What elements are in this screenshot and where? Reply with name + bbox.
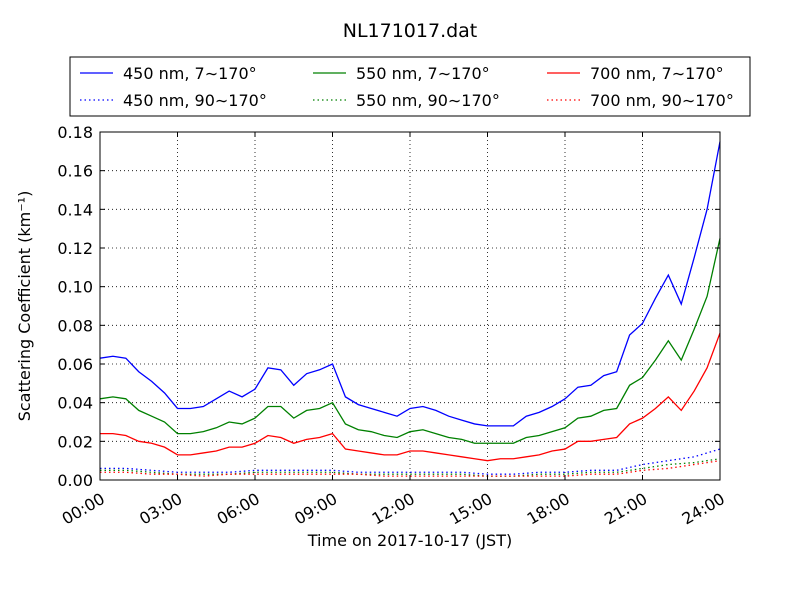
legend-label-1: 450 nm, 7∼170° xyxy=(123,64,257,83)
y-tick-label: 0.12 xyxy=(57,239,93,258)
series-line-1 xyxy=(99,141,721,427)
y-tick-label: 0.04 xyxy=(57,394,93,413)
legend-label-3: 550 nm, 7∼170° xyxy=(356,64,490,83)
plot-area xyxy=(99,141,721,477)
y-tick-label: 0.08 xyxy=(57,316,93,335)
grid xyxy=(99,131,721,481)
series-line-5 xyxy=(100,332,721,462)
y-tick-label: 0.02 xyxy=(57,432,93,451)
legend-frame xyxy=(69,56,751,117)
y-tick-label: 0.14 xyxy=(57,200,93,219)
x-tick-label: 09:00 xyxy=(291,489,340,529)
legend: 450 nm, 7∼170° 450 nm, 90∼170° 550 nm, 7∼1… xyxy=(69,56,751,117)
y-tick-label: 0.10 xyxy=(57,278,93,297)
legend-label-5: 700 nm, 7∼170° xyxy=(590,64,724,83)
y-axis: 0.00 0.02 0.04 0.06 0.08 0.10 0.12 0.14 0.16 0.18 xyxy=(57,123,720,490)
x-tick-label: 24:00 xyxy=(679,489,728,529)
x-tick-label: 06:00 xyxy=(214,489,263,529)
y-tick-label: 0.18 xyxy=(57,123,93,142)
legend-label-2: 450 nm, 90∼170° xyxy=(123,91,267,110)
x-tick-label: 12:00 xyxy=(369,489,418,529)
series-line-3 xyxy=(99,238,721,444)
legend-label-4: 550 nm, 90∼170° xyxy=(356,91,500,110)
x-tick-label: 03:00 xyxy=(136,489,185,529)
y-tick-label: 0.06 xyxy=(57,355,93,374)
x-axis: 00:00 03:00 06:00 09:00 12:00 15:00 18:00 21:00… xyxy=(59,132,728,529)
x-tick-label: 00:00 xyxy=(59,489,108,529)
chart-title: NL171017.dat xyxy=(343,20,478,42)
legend-label-6: 700 nm, 90∼170° xyxy=(590,91,734,110)
y-tick-label: 0.00 xyxy=(57,471,93,490)
y-tick-label: 0.16 xyxy=(57,162,93,181)
x-tick-label: 18:00 xyxy=(524,489,573,529)
x-tick-label: 15:00 xyxy=(446,489,495,529)
x-tick-label: 21:00 xyxy=(601,489,650,529)
y-axis-label: Scattering Coefficient (km⁻¹) xyxy=(15,191,34,422)
x-axis-label: Time on 2017-10-17 (JST) xyxy=(307,531,512,550)
